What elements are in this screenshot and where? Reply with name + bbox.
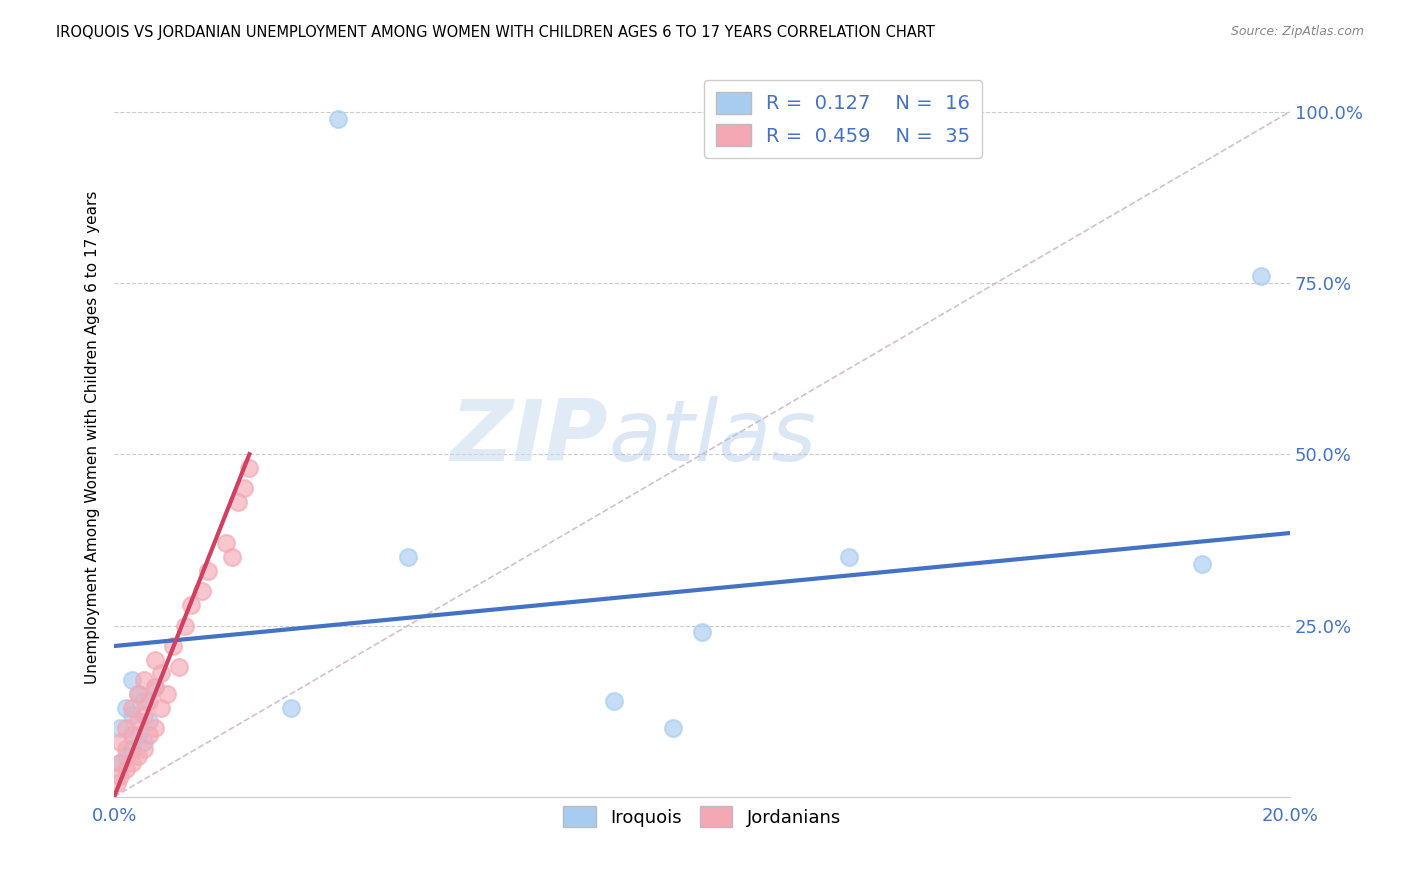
Point [115, 700, 138, 714]
Point [121, 673, 143, 688]
Point [197, 564, 219, 578]
Point [121, 741, 143, 756]
Point [173, 618, 195, 632]
Point [132, 694, 155, 708]
Point [115, 721, 138, 735]
Point [150, 700, 173, 714]
Point [238, 461, 260, 475]
Point [396, 549, 419, 564]
Point [232, 482, 254, 496]
Point [132, 707, 155, 722]
Point [150, 666, 173, 681]
Point [162, 639, 184, 653]
Point [108, 721, 131, 735]
Point [138, 714, 160, 729]
Point [115, 741, 138, 756]
Text: ZIP: ZIP [450, 396, 607, 479]
Point [108, 769, 131, 783]
Text: atlas: atlas [607, 396, 815, 479]
Point [180, 598, 202, 612]
Point [280, 700, 302, 714]
Point [132, 673, 155, 688]
Point [121, 728, 143, 742]
Point [143, 721, 166, 735]
Point [108, 735, 131, 749]
Point [156, 687, 179, 701]
Point [143, 680, 166, 694]
Y-axis label: Unemployment Among Women with Children Ages 6 to 17 years: Unemployment Among Women with Children A… [86, 190, 100, 684]
Point [138, 694, 160, 708]
Legend: Iroquois, Jordanians: Iroquois, Jordanians [555, 799, 848, 835]
Point [838, 549, 860, 564]
Point [215, 536, 238, 550]
Point [127, 714, 149, 729]
Point [226, 495, 249, 509]
Text: IROQUOIS VS JORDANIAN UNEMPLOYMENT AMONG WOMEN WITH CHILDREN AGES 6 TO 17 YEARS : IROQUOIS VS JORDANIAN UNEMPLOYMENT AMONG… [56, 25, 935, 40]
Point [108, 756, 131, 770]
Point [121, 756, 143, 770]
Point [132, 735, 155, 749]
Point [127, 728, 149, 742]
Point [221, 549, 243, 564]
Point [115, 763, 138, 777]
Point [127, 687, 149, 701]
Point [661, 721, 683, 735]
Point [1191, 557, 1213, 571]
Point [138, 728, 160, 742]
Point [326, 112, 349, 126]
Point [121, 707, 143, 722]
Point [105, 776, 128, 790]
Point [108, 756, 131, 770]
Point [167, 659, 190, 673]
Point [132, 741, 155, 756]
Text: Source: ZipAtlas.com: Source: ZipAtlas.com [1230, 25, 1364, 38]
Point [603, 694, 626, 708]
Point [143, 680, 166, 694]
Point [191, 584, 214, 599]
Point [121, 700, 143, 714]
Point [690, 625, 713, 640]
Point [115, 748, 138, 763]
Point [143, 653, 166, 667]
Point [127, 687, 149, 701]
Point [1250, 269, 1272, 284]
Point [127, 748, 149, 763]
